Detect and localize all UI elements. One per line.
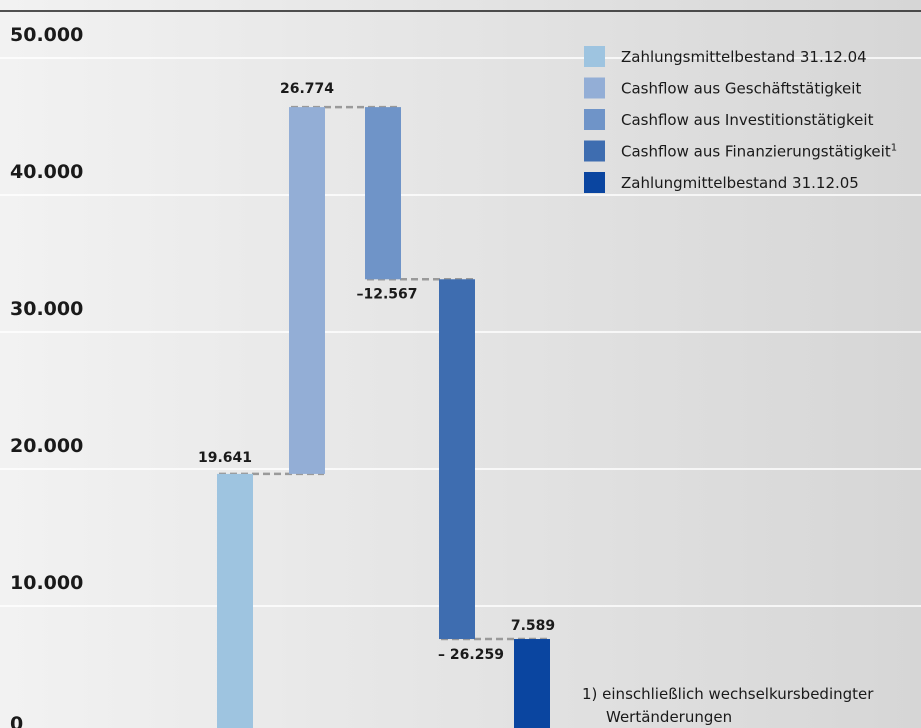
legend-label: Cashflow aus Investitionstätigkeit [621,111,874,129]
waterfall-bar [439,279,475,640]
legend-swatch [584,46,605,67]
waterfall-bar [365,107,401,280]
y-tick-label: 20.000 [10,435,83,457]
footnote-line: 1) einschließlich wechselkursbedingter [582,685,874,703]
footnote: 1) einschließlich wechselkursbedingter We… [582,685,874,726]
legend-label: Cashflow aus Geschäftstätigkeit [621,80,861,98]
y-tick-label: 50.000 [10,24,83,46]
value-label: 26.774 [280,81,334,97]
y-tick-label: 30.000 [10,298,83,320]
legend-footnote-marker: 1 [891,143,897,154]
bars [217,107,550,728]
labels: 0 10.000 20.000 30.000 40.000 50.000 19.641 26.… [10,24,555,728]
y-tick-label: 40.000 [10,161,83,183]
waterfall-bar [289,107,325,474]
waterfall-bar [217,473,253,728]
value-label: – 26.259 [438,647,504,663]
legend: Zahlungsmittelbestand 31.12.04 Cashflow a… [584,46,897,193]
legend-swatch [584,172,605,193]
legend-swatch [584,140,605,162]
legend-swatch [584,109,605,130]
y-tick-label: 10.000 [10,572,83,594]
y-tick-label: 0 [10,713,23,728]
legend-swatch [584,77,605,99]
value-label: 7.589 [511,618,555,634]
footnote-line: Wertänderungen [606,708,732,726]
legend-label: Zahlungsmittelbestand 31.12.04 [621,48,867,66]
value-label: –12.567 [356,286,417,302]
value-label: 19.641 [198,450,252,466]
legend-label: Cashflow aus Finanzierungstätigkeit1 [621,143,897,161]
waterfall-bar [514,639,550,728]
legend-label: Zahlungmittelbestand 31.12.05 [621,174,859,192]
